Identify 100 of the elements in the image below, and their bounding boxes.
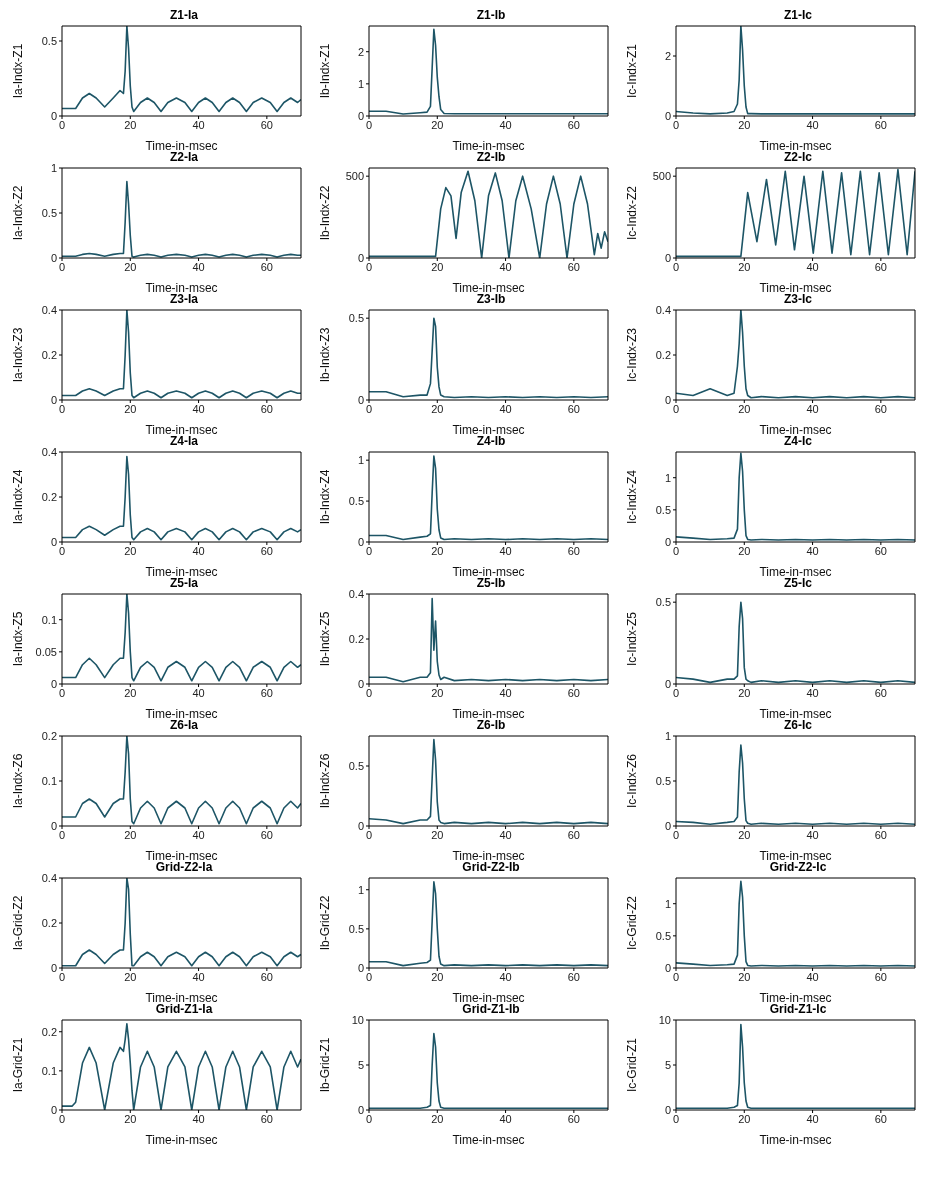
x-tick-label: 60: [260, 544, 273, 557]
chart-title: Z1-Ia: [169, 8, 199, 22]
y-tick-label: 0.2: [655, 348, 671, 361]
x-tick-label: 60: [567, 260, 580, 273]
x-tick-label: 40: [806, 260, 819, 273]
y-axis-title: Ic-Indx-Z1: [625, 43, 640, 99]
y-tick-label: 2: [357, 45, 364, 58]
chart-title: Z5-Ia: [169, 576, 199, 590]
y-tick-label: 5: [357, 1058, 364, 1071]
x-tick-label: 20: [431, 970, 444, 983]
x-axis-title: Time-in-msec: [452, 139, 525, 153]
y-tick-label: 0.5: [655, 929, 671, 942]
y-tick-label: 0.2: [41, 1025, 57, 1038]
y-axis-title: Ia-Grid-Z1: [11, 1037, 26, 1093]
x-tick-label: 0: [672, 402, 680, 415]
y-tick-label: 0.5: [348, 922, 364, 935]
y-tick-label: 0: [50, 535, 57, 548]
y-tick-label: 1: [357, 454, 364, 467]
y-tick-label: 500: [652, 170, 671, 183]
y-tick-label: 5: [664, 1058, 671, 1071]
y-tick-label: 0.5: [348, 312, 364, 325]
x-tick-label: 0: [672, 828, 680, 841]
x-tick-label: 0: [365, 828, 373, 841]
x-tick-label: 0: [58, 402, 66, 415]
y-tick-label: 0.4: [41, 303, 57, 316]
y-tick-label: 0: [357, 1103, 364, 1116]
x-tick-label: 40: [192, 828, 205, 841]
y-tick-label: 0: [50, 677, 57, 690]
x-axis-title: Time-in-msec: [452, 707, 525, 721]
y-axis-title: Ib-Indx-Z2: [318, 185, 333, 241]
x-axis-title: Time-in-msec: [452, 281, 525, 295]
x-tick-label: 0: [58, 260, 66, 273]
y-axis-title: Ic-Indx-Z3: [625, 327, 640, 383]
y-tick-label: 0: [50, 393, 57, 406]
y-tick-label: 0.5: [41, 206, 57, 219]
y-tick-label: 0.4: [41, 445, 57, 458]
x-tick-label: 0: [365, 1112, 373, 1125]
y-tick-label: 0.5: [348, 495, 364, 507]
y-tick-label: 500: [345, 170, 364, 183]
chart-title: Grid-Z1-Ic: [769, 1002, 827, 1016]
y-tick-label: 0: [664, 535, 671, 548]
y-tick-label: 1: [50, 161, 57, 174]
x-tick-label: 20: [738, 402, 751, 415]
chart-title: Z2-Ib: [475, 150, 507, 164]
y-tick-label: 0: [357, 109, 364, 122]
y-tick-label: 0.2: [348, 632, 364, 645]
x-tick-label: 0: [672, 260, 680, 273]
y-tick-label: 1: [357, 883, 364, 896]
y-tick-label: 0: [357, 819, 364, 832]
x-axis-title: Time-in-msec: [759, 991, 832, 1005]
x-tick-label: 40: [192, 260, 205, 273]
x-tick-label: 20: [738, 118, 751, 131]
x-tick-label: 20: [738, 544, 751, 557]
chart-title: Z1-Ib: [475, 8, 507, 22]
x-tick-label: 0: [672, 118, 680, 131]
x-tick-label: 40: [499, 260, 512, 273]
x-axis-title: Time-in-msec: [452, 423, 525, 437]
x-axis-title: Time-in-msec: [759, 565, 832, 579]
y-tick-label: 0: [664, 677, 671, 690]
x-tick-label: 0: [58, 1112, 66, 1125]
x-tick-label: 40: [806, 118, 819, 131]
chart-title: Z5-Ib: [476, 576, 506, 590]
chart-title: Z6-Ib: [475, 718, 507, 732]
y-tick-label: 0.1: [41, 613, 57, 626]
y-tick-label: 0: [664, 1103, 671, 1116]
x-tick-label: 20: [124, 544, 137, 557]
y-axis-title: Ia-Indx-Z3: [11, 327, 26, 383]
y-tick-label: 1: [664, 471, 671, 484]
chart-title: Grid-Z2-Ib: [461, 860, 521, 874]
x-tick-label: 20: [431, 1112, 444, 1125]
chart-title: Z4-Ic: [783, 434, 813, 448]
x-tick-label: 40: [499, 970, 512, 983]
x-tick-label: 60: [874, 1112, 887, 1125]
x-tick-label: 60: [567, 1112, 580, 1125]
chart-title: Z3-Ib: [475, 292, 507, 306]
line-series: [62, 1023, 301, 1110]
x-tick-label: 20: [124, 260, 137, 273]
x-tick-label: 0: [58, 686, 66, 699]
y-axis-title: Ic-Indx-Z6: [625, 753, 640, 809]
x-tick-label: 20: [431, 544, 444, 557]
y-tick-label: 0: [50, 819, 57, 832]
x-tick-label: 60: [567, 828, 580, 841]
chart-title: Grid-Z1-Ib: [462, 1002, 520, 1016]
y-axis-title: Ic-Grid-Z1: [625, 1037, 640, 1092]
x-axis-title: Time-in-msec: [145, 991, 218, 1005]
y-axis-title: Ic-Grid-Z2: [625, 895, 640, 950]
y-tick-label: 10: [658, 1013, 671, 1026]
x-tick-label: 20: [431, 118, 444, 131]
x-tick-label: 40: [192, 686, 205, 699]
x-tick-label: 60: [567, 402, 580, 415]
x-axis-title: Time-in-msec: [145, 423, 218, 437]
x-tick-label: 60: [874, 402, 887, 415]
y-axis-title: Ib-Indx-Z5: [318, 611, 333, 667]
y-tick-label: 0.4: [655, 303, 671, 316]
chart-title: Z4-Ib: [475, 434, 507, 448]
x-tick-label: 60: [260, 828, 273, 841]
x-tick-label: 60: [874, 118, 887, 131]
y-tick-label: 0: [357, 393, 364, 406]
y-tick-label: 0.2: [41, 729, 57, 742]
y-tick-label: 0.5: [348, 759, 364, 772]
